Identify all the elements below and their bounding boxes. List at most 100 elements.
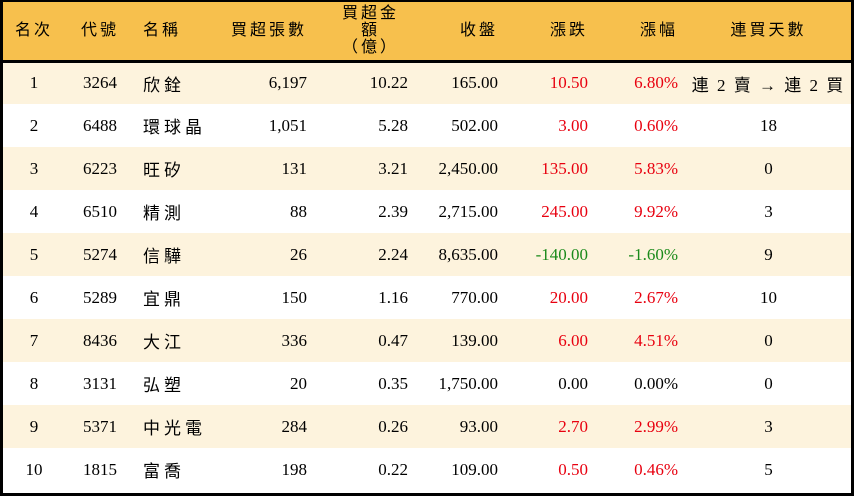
table-row: 10 1815 富喬 198 0.22 109.00 0.50 0.46% 5: [3, 448, 851, 491]
cell-code: 5274: [83, 244, 117, 264]
cell-consecutive-days: 5: [764, 459, 773, 479]
cell-code: 6488: [83, 115, 117, 135]
cell-lots: 1,051: [268, 115, 307, 135]
cell-rank: 7: [29, 330, 39, 350]
header-rank: 名次: [3, 2, 65, 63]
cell-lots: 88: [290, 201, 307, 221]
header-change-pct: 漲幅: [596, 2, 686, 63]
cell-consecutive-days: 連 2 賣 → 連 2 買: [691, 75, 846, 95]
cell-change-pct: 2.67%: [634, 287, 678, 307]
cell-rank: 4: [29, 201, 39, 221]
cell-consecutive-days: 10: [760, 287, 777, 307]
cell-change: 0.00: [558, 373, 588, 393]
cell-change-pct: 0.60%: [634, 115, 678, 135]
cell-change: 10.50: [549, 73, 588, 93]
header-close: 收盤: [416, 2, 506, 63]
cell-close: 8,635.00: [438, 244, 499, 264]
cell-close: 165.00: [451, 73, 498, 93]
cell-consecutive-days: 18: [760, 115, 777, 135]
cell-amount: 10.22: [369, 73, 408, 93]
cell-name: 欣銓: [143, 75, 185, 95]
cell-close: 502.00: [451, 115, 498, 135]
cell-lots: 198: [281, 459, 308, 479]
cell-lots: 6,197: [268, 73, 307, 93]
cell-change: 245.00: [541, 201, 588, 221]
cell-change-pct: 0.00%: [634, 373, 678, 393]
cell-change: -140.00: [535, 244, 588, 264]
cell-consecutive-days: 3: [764, 201, 773, 221]
table-row: 1 3264 欣銓 6,197 10.22 165.00 10.50 6.80% 連 2 賣 →…: [3, 61, 851, 104]
header-net-buy-amount-line1: 買超金額: [341, 5, 399, 40]
cell-change: 135.00: [541, 158, 588, 178]
cell-amount: 0.47: [378, 330, 408, 350]
table-header-row: 名次 代號 名稱 買超張數 買超金額 （億） 收盤 漲跌 漲幅 連買天數: [3, 2, 851, 63]
table-row: 6 5289 宜鼎 150 1.16 770.00 20.00 2.67% 10: [3, 276, 851, 319]
cell-lots: 131: [281, 158, 308, 178]
table-row: 2 6488 環球晶 1,051 5.28 502.00 3.00 0.60% 18: [3, 104, 851, 147]
cell-code: 6223: [83, 158, 117, 178]
cell-close: 109.00: [451, 459, 498, 479]
cell-change: 3.00: [558, 115, 588, 135]
header-code: 代號: [65, 2, 135, 63]
table-row: 3 6223 旺矽 131 3.21 2,450.00 135.00 5.83% 0: [3, 147, 851, 190]
cell-change-pct: 4.51%: [634, 330, 678, 350]
cell-amount: 0.22: [378, 459, 408, 479]
cell-amount: 1.16: [378, 287, 408, 307]
cell-close: 770.00: [451, 287, 498, 307]
cell-change: 20.00: [549, 287, 588, 307]
header-consecutive-days: 連買天數: [686, 2, 851, 63]
cell-amount: 2.39: [378, 201, 408, 221]
cell-lots: 336: [281, 330, 308, 350]
header-net-buy-amount: 買超金額 （億）: [315, 2, 416, 63]
cell-code: 5289: [83, 287, 117, 307]
cell-change-pct: 0.46%: [634, 459, 678, 479]
cell-lots: 150: [281, 287, 308, 307]
cell-close: 2,715.00: [438, 201, 499, 221]
cell-name: 旺矽: [143, 161, 185, 180]
cell-change: 0.50: [558, 459, 588, 479]
cell-close: 93.00: [459, 416, 498, 436]
cell-change-pct: -1.60%: [628, 244, 678, 264]
cell-amount: 2.24: [378, 244, 408, 264]
cell-name: 富喬: [143, 462, 185, 481]
cell-code: 8436: [83, 330, 117, 350]
cell-consecutive-days: 0: [764, 158, 773, 178]
cell-name: 信驊: [143, 247, 185, 266]
cell-change-pct: 2.99%: [634, 416, 678, 436]
header-net-buy-amount-line2: （億）: [341, 39, 399, 57]
cell-code: 3264: [83, 73, 117, 93]
net-buy-ranking-table: 名次 代號 名稱 買超張數 買超金額 （億） 收盤 漲跌 漲幅 連買天數 1 32…: [3, 2, 851, 491]
cell-change-pct: 6.80%: [634, 73, 678, 93]
cell-change: 6.00: [558, 330, 588, 350]
cell-name: 環球晶: [143, 118, 206, 137]
cell-code: 5371: [83, 416, 117, 436]
cell-name: 精測: [143, 204, 185, 223]
cell-code: 6510: [83, 201, 117, 221]
header-name: 名稱: [135, 2, 215, 63]
cell-name: 大江: [143, 333, 185, 352]
cell-amount: 3.21: [378, 158, 408, 178]
cell-name: 宜鼎: [143, 290, 185, 309]
cell-code: 3131: [83, 373, 117, 393]
cell-consecutive-days: 9: [764, 244, 773, 264]
cell-consecutive-days: 0: [764, 330, 773, 350]
cell-name: 弘塑: [143, 376, 185, 395]
header-change: 漲跌: [506, 2, 596, 63]
cell-rank: 9: [29, 416, 39, 436]
cell-rank: 8: [29, 373, 39, 393]
table-row: 9 5371 中光電 284 0.26 93.00 2.70 2.99% 3: [3, 405, 851, 448]
table-row: 7 8436 大江 336 0.47 139.00 6.00 4.51% 0: [3, 319, 851, 362]
cell-rank: 1: [29, 73, 39, 93]
cell-rank: 5: [29, 244, 39, 264]
header-net-buy-lots: 買超張數: [215, 2, 315, 63]
cell-amount: 0.35: [378, 373, 408, 393]
cell-lots: 284: [281, 416, 308, 436]
table-row: 8 3131 弘塑 20 0.35 1,750.00 0.00 0.00% 0: [3, 362, 851, 405]
cell-consecutive-days: 0: [764, 373, 773, 393]
cell-close: 1,750.00: [438, 373, 499, 393]
cell-amount: 5.28: [378, 115, 408, 135]
cell-change-pct: 5.83%: [634, 158, 678, 178]
cell-rank: 10: [25, 459, 43, 479]
cell-rank: 6: [29, 287, 39, 307]
